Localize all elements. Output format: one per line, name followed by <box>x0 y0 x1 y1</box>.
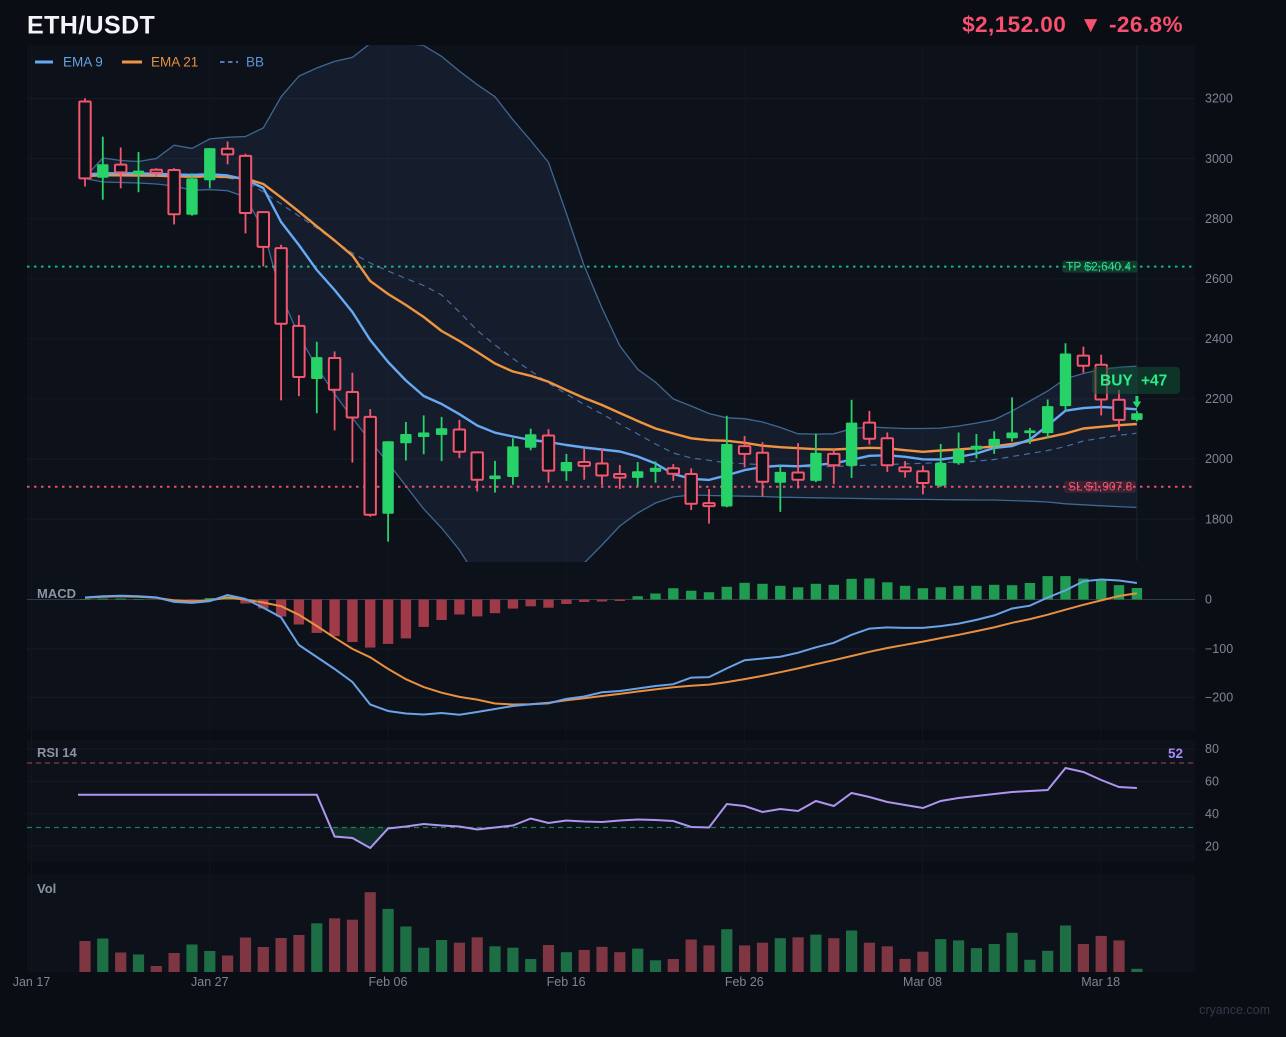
svg-text:80: 80 <box>1205 742 1219 756</box>
svg-text:52: 52 <box>1168 746 1183 761</box>
svg-text:Mar 08: Mar 08 <box>903 975 942 989</box>
svg-text:20: 20 <box>1205 839 1219 853</box>
svg-text:60: 60 <box>1205 775 1219 789</box>
svg-text:−100: −100 <box>1205 642 1233 656</box>
svg-text:Feb 26: Feb 26 <box>725 975 764 989</box>
svg-text:BUY: BUY <box>1100 373 1133 390</box>
svg-text:cryance.com: cryance.com <box>1199 1003 1270 1017</box>
svg-text:Mar 18: Mar 18 <box>1081 975 1120 989</box>
svg-text:2200: 2200 <box>1205 392 1233 406</box>
svg-text:3200: 3200 <box>1205 92 1233 106</box>
svg-text:3000: 3000 <box>1205 152 1233 166</box>
svg-text:BB: BB <box>246 55 264 70</box>
svg-text:2400: 2400 <box>1205 332 1233 346</box>
svg-text:Feb 06: Feb 06 <box>369 975 408 989</box>
svg-text:2000: 2000 <box>1205 452 1233 466</box>
svg-text:0: 0 <box>1205 593 1212 607</box>
svg-text:SL $1,907.8: SL $1,907.8 <box>1068 480 1133 494</box>
svg-text:EMA 21: EMA 21 <box>151 55 198 70</box>
svg-text:Jan 17: Jan 17 <box>13 975 51 989</box>
svg-text:+47: +47 <box>1141 373 1167 390</box>
svg-text:EMA 9: EMA 9 <box>63 55 103 70</box>
svg-text:40: 40 <box>1205 807 1219 821</box>
svg-text:2600: 2600 <box>1205 272 1233 286</box>
svg-text:TP $2,640.4: TP $2,640.4 <box>1066 260 1131 274</box>
svg-text:Vol: Vol <box>37 881 56 896</box>
svg-text:$2,152.00 ▼ -26.8%: $2,152.00 ▼ -26.8% <box>962 12 1183 37</box>
svg-text:RSI 14: RSI 14 <box>37 745 78 760</box>
svg-text:Jan 27: Jan 27 <box>191 975 229 989</box>
svg-text:2800: 2800 <box>1205 212 1233 226</box>
svg-text:Feb 16: Feb 16 <box>547 975 586 989</box>
svg-text:−200: −200 <box>1205 691 1233 705</box>
svg-text:1800: 1800 <box>1205 512 1233 526</box>
svg-text:MACD: MACD <box>37 586 76 601</box>
svg-text:ETH/USDT: ETH/USDT <box>27 12 155 40</box>
